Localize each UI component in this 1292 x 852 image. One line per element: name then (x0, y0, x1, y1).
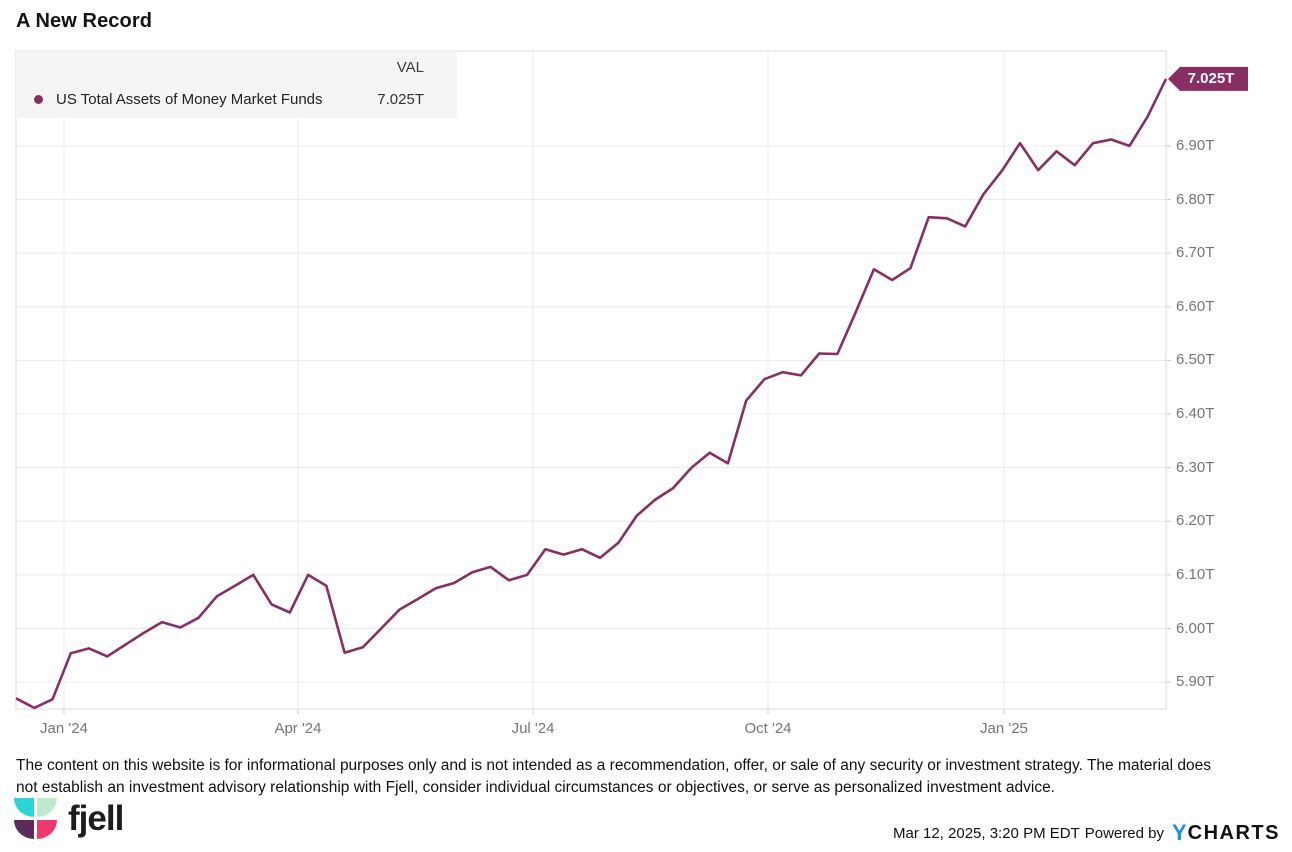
y-axis-label: 6.90T (1176, 136, 1215, 154)
disclaimer-text: The content on this website is for infor… (16, 755, 1284, 799)
y-axis-label: 6.70T (1176, 244, 1215, 262)
series-dot-icon (34, 95, 43, 104)
chart-legend: VAL US Total Assets of Money Market Fund… (16, 51, 457, 118)
x-axis-label: Oct '24 (744, 720, 792, 737)
timestamp: Mar 12, 2025, 3:20 PM EDT (892, 824, 1080, 842)
x-axis-label: Jan '25 (980, 720, 1028, 737)
brand-wordmark: fjell (68, 799, 124, 838)
y-axis-label: 5.90T (1176, 673, 1215, 691)
y-axis-label: 6.30T (1176, 458, 1215, 476)
series-value: 7.025T (377, 91, 424, 108)
powered-by-label: Powered by (1084, 824, 1164, 842)
y-axis-label: 6.10T (1176, 565, 1215, 583)
footer-attribution: Mar 12, 2025, 3:20 PM EDT Powered by Y C… (893, 820, 1280, 846)
ycharts-y-icon: Y (1171, 820, 1187, 845)
y-axis-label: 6.00T (1176, 619, 1215, 637)
x-axis-label: Apr '24 (274, 720, 322, 737)
y-axis-label: 6.60T (1176, 297, 1215, 315)
series-line (15, 78, 1168, 710)
y-axis-label: 6.20T (1176, 512, 1215, 530)
logo-quadrant-mint (37, 798, 57, 817)
latest-value-badge: 7.025T (1168, 66, 1248, 91)
logo-quadrant-pink (37, 820, 57, 839)
plot-border (15, 50, 1167, 710)
logo-quadrant-plum (14, 820, 34, 839)
logo-quadrant-cyan (14, 798, 34, 817)
legend-val-header: VAL (396, 59, 424, 76)
page-title: A New Record (16, 10, 153, 32)
y-axis-label: 6.80T (1176, 190, 1215, 208)
ycharts-logo: Y CHARTS (1172, 820, 1280, 846)
y-axis-label: 6.40T (1176, 405, 1215, 423)
series-label: US Total Assets of Money Market Funds (56, 91, 323, 108)
fjell-logo-icon (14, 798, 58, 840)
line-chart-plot (15, 50, 1171, 714)
disclaimer-line-1: The content on this website is for infor… (16, 757, 1211, 774)
legend-series-row: US Total Assets of Money Market Funds 7.… (34, 91, 424, 108)
x-axis-label: Jul '24 (511, 720, 555, 737)
y-axis-label: 6.50T (1176, 351, 1215, 369)
disclaimer-line-2: not establish an investment advisory rel… (16, 779, 1055, 796)
x-axis-label: Jan '24 (40, 720, 88, 737)
fjell-logo: fjell (14, 798, 124, 840)
ycharts-wordmark: CHARTS (1187, 821, 1280, 844)
